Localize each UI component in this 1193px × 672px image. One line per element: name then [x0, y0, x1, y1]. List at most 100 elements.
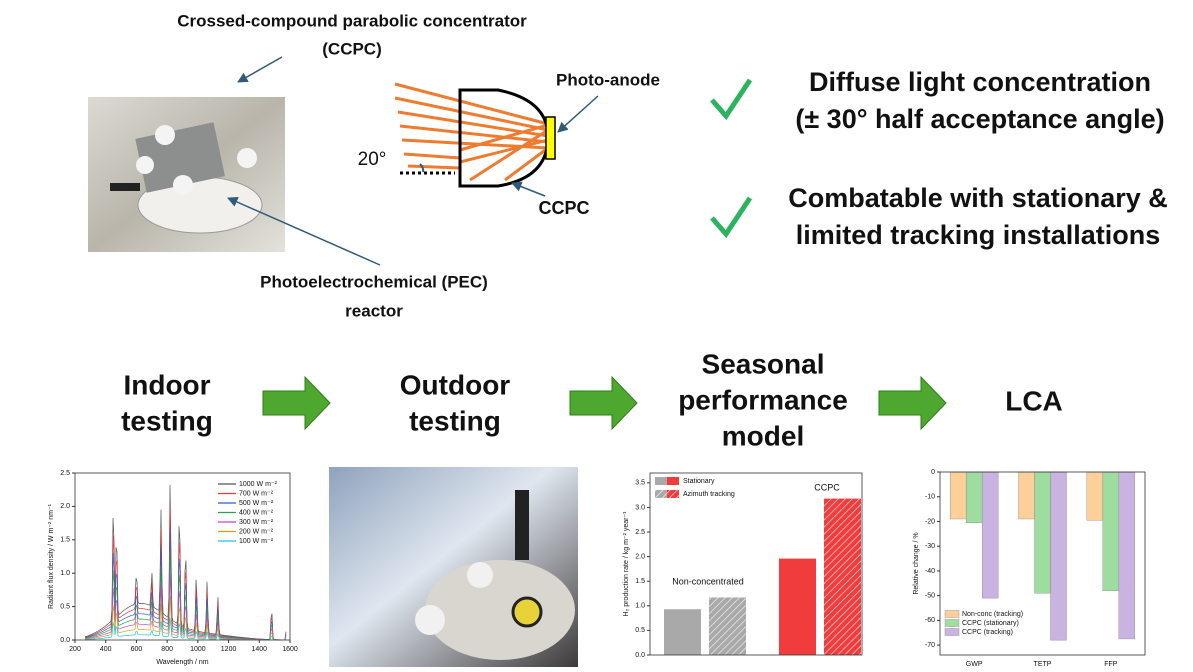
y-tick-label: -30: [925, 543, 935, 550]
label: Photo-anode: [556, 70, 660, 89]
legend-label: CCPC (stationary): [962, 620, 1019, 627]
y-tick-label: -10: [925, 494, 935, 501]
bar: [1034, 471, 1051, 594]
bar: [1102, 471, 1120, 591]
bar: [664, 609, 701, 655]
y-tick-label: 1.5: [60, 537, 70, 544]
y-tick-label: 2.0: [635, 553, 645, 560]
plot-frame: [74, 472, 291, 641]
bar: [981, 471, 999, 599]
step: Indoor: [123, 369, 210, 400]
benefit: Diffuse light concentration: [809, 67, 1151, 97]
x-tick-label: 1200: [221, 646, 237, 653]
y-axis-title: Relative change / %: [913, 532, 920, 594]
y-tick-label: -50: [925, 592, 935, 599]
bar-hatch: [709, 597, 746, 655]
x-tick-label: 200: [69, 646, 81, 653]
legend-swatch: [944, 610, 960, 618]
bar: [1050, 471, 1067, 641]
pointer: [511, 181, 546, 197]
check: [710, 196, 753, 239]
y-tick-label: -60: [925, 617, 935, 624]
legend-label: 400 W m⁻²: [239, 509, 274, 516]
bar: [965, 471, 983, 523]
y-axis-title: H₂ production rate / kg m⁻² year⁻¹: [623, 511, 630, 617]
legend-swatch: [655, 477, 667, 485]
reactor-sketch: [110, 122, 263, 234]
y-tick-label: 2.5: [635, 529, 645, 536]
legend-label: 700 W m⁻²: [239, 490, 274, 497]
ccpc-diagram: [394, 82, 549, 182]
y-tick-label: 3.0: [635, 504, 645, 511]
plot-frame: [649, 472, 863, 656]
y-tick-label: 0.5: [60, 603, 70, 610]
x-tick-label: FFP: [1104, 661, 1118, 668]
y-tick-label: 2.0: [60, 503, 70, 510]
label: (CCPC): [322, 39, 382, 58]
y-tick-label: 0: [931, 469, 935, 476]
step: testing: [409, 405, 501, 436]
x-tick-label: 1000: [190, 646, 206, 653]
photo-anode: [545, 116, 556, 160]
outdoor-sketch: [415, 490, 575, 660]
benefit: Combatable with stationary &: [788, 183, 1168, 213]
legend-label: CCPC (tracking): [962, 629, 1013, 636]
x-tick-label: GWP: [966, 661, 983, 668]
x-tick-label: TETP: [1034, 661, 1052, 668]
step: model: [722, 420, 804, 451]
legend-hatch: [655, 490, 679, 498]
y-tick-label: 0.5: [635, 627, 645, 634]
pointer: [237, 56, 283, 83]
bar: [1018, 471, 1035, 520]
legend-label: 1000 W m⁻²: [239, 481, 278, 488]
bar: [1086, 471, 1104, 521]
legend-swatch: [944, 628, 960, 636]
bar: [779, 558, 816, 655]
y-tick-label: 3.5: [635, 480, 645, 487]
legend-label: Azimuth tracking: [683, 491, 735, 498]
label: Photoelectrochemical (PEC): [260, 272, 488, 291]
legend-swatch: [944, 619, 960, 627]
group-label: CCPC: [814, 482, 840, 492]
benefit: limited tracking installations: [796, 220, 1161, 250]
legend-label: Non-conc (tracking): [962, 611, 1023, 618]
y-tick-label: -40: [925, 568, 935, 575]
bar: [1118, 471, 1136, 640]
x-tick-label: 600: [131, 646, 143, 653]
step: testing: [121, 405, 213, 436]
legend-label: 300 W m⁻²: [239, 519, 274, 526]
legend-label: Stationary: [683, 478, 715, 485]
benefit: (± 30° half acceptance angle): [795, 104, 1164, 134]
x-axis-title: Wavelength / nm: [156, 659, 208, 666]
y-axis-title: Radiant flux density / W m⁻² nm⁻¹: [48, 503, 55, 609]
angle-arc: [419, 163, 425, 173]
x-tick-label: 1400: [251, 646, 267, 653]
y-tick-label: 2.5: [60, 470, 70, 477]
angle-label: 20°: [358, 149, 387, 170]
bar: [949, 471, 967, 520]
label: Crossed-compound parabolic concentrator: [177, 11, 527, 30]
check: [710, 78, 753, 121]
y-tick-label: -70: [925, 642, 935, 649]
bar-hatch: [824, 498, 861, 655]
y-tick-label: 1.5: [635, 578, 645, 585]
y-tick-label: 0.0: [60, 637, 70, 644]
y-tick-label: 0.0: [635, 652, 645, 659]
x-tick-label: 400: [100, 646, 112, 653]
legend-label: 200 W m⁻²: [239, 528, 274, 535]
legend-label: 100 W m⁻²: [239, 538, 274, 545]
legend-swatch: [667, 477, 679, 485]
label: CCPC: [538, 198, 589, 218]
label: reactor: [345, 301, 403, 320]
step: performance: [678, 384, 848, 415]
pointer: [557, 95, 599, 133]
legend-label: 500 W m⁻²: [239, 500, 274, 507]
pointer: [227, 197, 381, 266]
step: LCA: [1005, 385, 1063, 416]
arrows: [262, 375, 947, 431]
step: Seasonal: [702, 348, 825, 379]
step: Outdoor: [400, 369, 511, 400]
plot-frame: [939, 471, 1146, 656]
y-tick-label: 1.0: [60, 570, 70, 577]
